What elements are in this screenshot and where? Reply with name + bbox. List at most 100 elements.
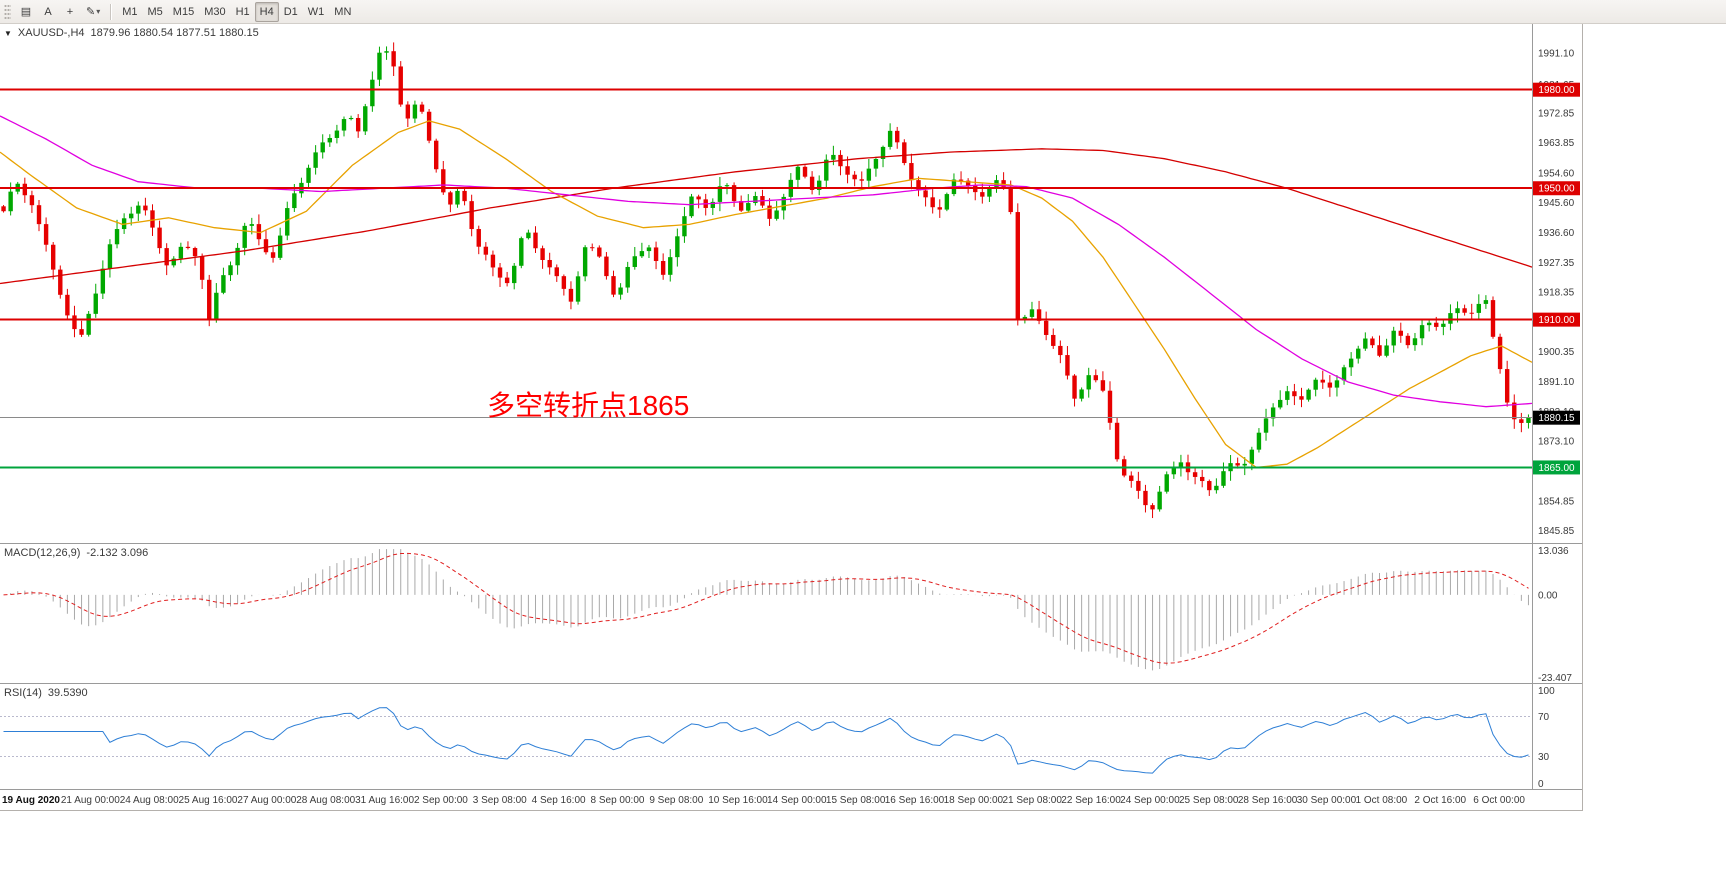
time-axis-label: 19 Aug 2020 (2, 795, 60, 806)
toolbar-separator (110, 3, 113, 20)
time-axis-label: 21 Sep 08:00 (1002, 795, 1062, 806)
price-axis-label: 1845.85 (1538, 526, 1575, 537)
time-axis-label: 8 Sep 00:00 (590, 795, 645, 806)
rsi-pane[interactable]: 100 70 30 0 RSI(14) 39.5390 (0, 684, 1582, 789)
rsi-axis-label: 0 (1538, 779, 1544, 789)
time-axis-label: 25 Sep 08:00 (1179, 795, 1239, 806)
time-axis-label: 2 Oct 16:00 (1414, 795, 1467, 806)
symbol-info-bar: ▼ XAUUSD-,H4 1879.96 1880.54 1877.51 188… (4, 27, 259, 39)
time-axis-label: 25 Aug 16:00 (178, 795, 238, 806)
svg-text:1865.00: 1865.00 (1538, 463, 1575, 474)
time-axis-label: 3 Sep 08:00 (472, 795, 527, 806)
time-axis-label: 21 Aug 00:00 (60, 795, 120, 806)
price-tag (1533, 460, 1580, 475)
text-tool-button[interactable]: A (37, 2, 59, 22)
time-axis[interactable]: 19 Aug 2020 21 Aug 00:00 24 Aug 08:00 25 Au… (0, 790, 1582, 810)
time-axis-label: 31 Aug 16:00 (355, 795, 415, 806)
candlestick-series (1, 42, 1531, 519)
crosshair-icon: + (66, 5, 74, 18)
draw-button[interactable]: ✎ ▾ (81, 2, 105, 22)
price-axis-label: 1900.35 (1538, 347, 1575, 358)
timeframe-m15-button[interactable]: M15 (172, 5, 195, 18)
macd-histogram (10, 549, 1529, 671)
pane-separator[interactable] (0, 789, 1582, 790)
price-axis-label: 1945.60 (1538, 198, 1575, 209)
rsi-plot[interactable]: 100 70 30 0 (0, 684, 1582, 789)
time-axis-label: 24 Sep 00:00 (1120, 795, 1180, 806)
dropdown-caret-icon: ▾ (96, 7, 101, 16)
macd-axis-label: 13.036 (1538, 546, 1569, 557)
price-axis-label: 1972.85 (1538, 109, 1575, 120)
rsi-name: RSI(14) (4, 687, 42, 699)
chart-expand-icon[interactable]: ▼ (4, 28, 12, 38)
ma-slow-red (0, 148, 1533, 285)
price-axis-label: 1936.60 (1538, 228, 1575, 239)
pane-separator[interactable] (0, 683, 1582, 684)
price-axis-label: 1991.10 (1538, 49, 1575, 60)
text-tool-icon: A (44, 5, 52, 18)
timeframe-m1-button[interactable]: M1 (122, 5, 138, 18)
price-axis-label: 1891.10 (1538, 377, 1575, 388)
price-tag (1533, 312, 1580, 327)
timeframe-h4-button[interactable]: H4 (254, 1, 279, 22)
annotation-text[interactable]: 多空转折点1865 (487, 390, 690, 421)
rsi-line (3, 707, 1529, 774)
timeframe-mn-button[interactable]: MN (334, 5, 352, 18)
charts-button[interactable]: ▤ (15, 2, 37, 22)
macd-plot[interactable]: 13.036 0.00 -23.407 (0, 544, 1582, 683)
macd-axis-label: 0.00 (1538, 590, 1558, 601)
toolbar-timeframes-group: M1 M5 M15 M30 H1 H4 D1 W1 MN (117, 1, 356, 22)
price-scale[interactable] (1533, 24, 1582, 543)
ma-fast-orange (0, 120, 1533, 469)
timeframe-w1-button[interactable]: W1 (307, 5, 325, 18)
macd-label: MACD(12,26,9) -2.132 3.096 (4, 547, 148, 559)
macd-values: -2.132 3.096 (86, 547, 149, 559)
time-axis-label: 28 Sep 16:00 (1237, 795, 1298, 806)
rsi-axis-label: 70 (1538, 712, 1550, 723)
toolbar-grip[interactable] (4, 3, 11, 20)
time-axis-label: 6 Oct 00:00 (1473, 795, 1525, 806)
rsi-axis-label: 100 (1538, 686, 1555, 697)
time-axis-label: 30 Sep 00:00 (1296, 795, 1357, 806)
price-tag (1533, 82, 1580, 97)
price-axis-label: 1954.60 (1538, 169, 1575, 180)
pane-separator[interactable] (0, 543, 1582, 544)
main-chart-plot[interactable]: 1991.101981.651972.851963.851954.601945.… (0, 24, 1582, 543)
time-axis-label: 28 Aug 08:00 (296, 795, 356, 806)
time-axis-label: 1 Oct 08:00 (1355, 795, 1408, 806)
price-axis-label: 1873.10 (1538, 436, 1575, 447)
timeframe-m30-button[interactable]: M30 (204, 5, 226, 18)
time-axis-label: 14 Sep 00:00 (767, 795, 827, 806)
time-axis-label: 27 Aug 00:00 (237, 795, 297, 806)
toolbar: ▤ A + ✎ ▾ M1 M5 M15 M30 H1 H4 D1 W1 MN (0, 0, 1726, 24)
toolbar-tools-group: ▤ A + ✎ ▾ (15, 2, 105, 22)
draw-icon: ✎ (86, 6, 96, 18)
timeframe-m5-button[interactable]: M5 (147, 5, 163, 18)
ma-mid-magenta (0, 115, 1533, 408)
price-axis-label: 1927.35 (1538, 258, 1575, 269)
price-axis-label: 1854.85 (1538, 496, 1575, 507)
main-chart-pane[interactable]: 1991.101981.651972.851963.851954.601945.… (0, 24, 1582, 543)
rsi-value: 39.5390 (47, 687, 88, 699)
time-axis-label: 2 Sep 00:00 (413, 795, 468, 806)
svg-text:1950.00: 1950.00 (1538, 184, 1575, 195)
svg-text:1910.00: 1910.00 (1538, 315, 1575, 326)
svg-text:1880.15: 1880.15 (1538, 413, 1575, 424)
time-axis-label: 18 Sep 00:00 (943, 795, 1004, 806)
macd-axis-label: -23.407 (1538, 673, 1572, 683)
macd-signal-line (3, 552, 1529, 664)
chart-window: ▼ XAUUSD-,H4 1879.96 1880.54 1877.51 188… (0, 24, 1583, 811)
macd-pane[interactable]: 13.036 0.00 -23.407 MACD(12,26,9) -2.132 3… (0, 544, 1582, 683)
timeframe-d1-button[interactable]: D1 (283, 5, 298, 18)
time-axis-label: 16 Sep 16:00 (884, 795, 945, 806)
rsi-axis-label: 30 (1538, 752, 1550, 763)
crosshair-button[interactable]: + (59, 2, 81, 22)
current-price-tag (1533, 410, 1580, 425)
charts-icon: ▤ (20, 6, 32, 18)
price-axis-label: 1918.35 (1538, 288, 1575, 299)
time-axis-label: 4 Sep 16:00 (531, 795, 586, 806)
time-axis-label: 22 Sep 16:00 (1061, 795, 1121, 806)
time-axis-label: 9 Sep 08:00 (649, 795, 704, 806)
price-axis-label: 1963.85 (1538, 138, 1575, 149)
timeframe-h1-button[interactable]: H1 (235, 5, 250, 18)
